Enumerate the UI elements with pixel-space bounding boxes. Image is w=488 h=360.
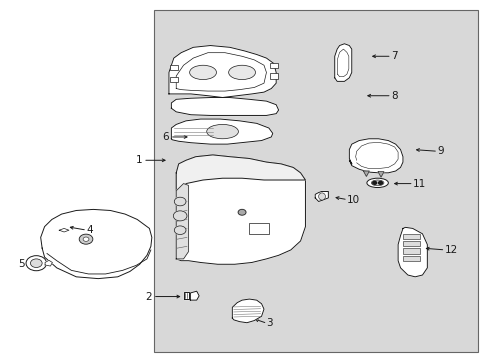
- Circle shape: [26, 256, 46, 271]
- Polygon shape: [334, 44, 351, 81]
- Text: 9: 9: [436, 146, 443, 156]
- Circle shape: [238, 210, 245, 215]
- Polygon shape: [171, 98, 278, 116]
- Circle shape: [372, 181, 376, 184]
- Bar: [402, 241, 419, 246]
- Polygon shape: [315, 192, 328, 202]
- Text: 12: 12: [444, 245, 457, 255]
- Polygon shape: [348, 139, 402, 173]
- Circle shape: [83, 237, 89, 241]
- Ellipse shape: [366, 178, 387, 188]
- Text: 2: 2: [145, 292, 152, 302]
- Polygon shape: [397, 227, 427, 277]
- Circle shape: [30, 259, 42, 267]
- Text: 7: 7: [390, 51, 397, 61]
- Bar: [169, 77, 177, 82]
- Polygon shape: [232, 299, 264, 323]
- Circle shape: [174, 226, 185, 234]
- Circle shape: [79, 234, 93, 244]
- Ellipse shape: [206, 125, 238, 139]
- Polygon shape: [176, 155, 305, 191]
- Circle shape: [174, 197, 185, 206]
- Ellipse shape: [318, 193, 325, 200]
- Polygon shape: [41, 210, 152, 279]
- Bar: [402, 248, 419, 253]
- Polygon shape: [190, 291, 199, 300]
- Polygon shape: [377, 172, 383, 177]
- Polygon shape: [168, 45, 276, 98]
- Text: 3: 3: [266, 319, 272, 328]
- Bar: [269, 63, 277, 68]
- Bar: [269, 73, 277, 78]
- Bar: [249, 223, 268, 234]
- Bar: [154, 10, 477, 352]
- Polygon shape: [176, 155, 305, 264]
- Ellipse shape: [228, 65, 255, 80]
- Polygon shape: [171, 119, 272, 144]
- Circle shape: [378, 181, 382, 184]
- Polygon shape: [45, 260, 52, 266]
- Bar: [402, 256, 419, 261]
- Polygon shape: [176, 184, 188, 259]
- Text: 6: 6: [162, 132, 168, 142]
- Polygon shape: [183, 292, 189, 299]
- Text: 8: 8: [390, 91, 397, 101]
- Text: 10: 10: [346, 195, 359, 205]
- Bar: [402, 234, 419, 239]
- Circle shape: [173, 211, 186, 221]
- Text: 1: 1: [135, 155, 142, 165]
- Polygon shape: [363, 171, 368, 176]
- Ellipse shape: [189, 65, 216, 80]
- Ellipse shape: [370, 180, 383, 186]
- Text: 5: 5: [19, 259, 25, 269]
- Text: 4: 4: [86, 225, 92, 235]
- Bar: [169, 64, 177, 69]
- Text: 11: 11: [412, 179, 425, 189]
